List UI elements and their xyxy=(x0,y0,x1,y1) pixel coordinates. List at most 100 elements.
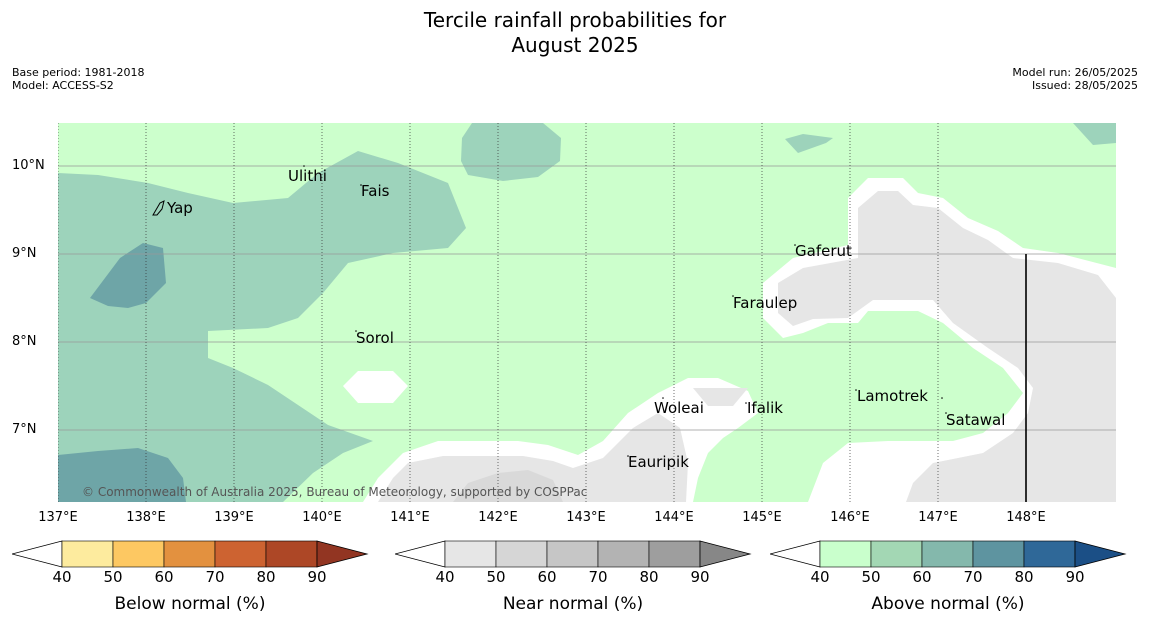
map-canvas[interactable] xyxy=(58,123,1116,502)
colorbar-above-arrow-low xyxy=(770,540,821,568)
colorbar-near-segment xyxy=(444,540,497,568)
colorbar-below-segment xyxy=(163,540,216,568)
title-line-2: August 2025 xyxy=(511,33,639,57)
meta-left: Base period: 1981-2018 Model: ACCESS-S2 xyxy=(12,66,144,92)
colorbar-below-tick: 50 xyxy=(103,568,123,586)
region-white-sorol xyxy=(343,371,408,403)
lon-label-141e: 141°E xyxy=(390,510,430,525)
colorbar-below-tick: 60 xyxy=(154,568,174,586)
colorbar-near-tick: 50 xyxy=(486,568,506,586)
island-markers xyxy=(152,165,947,457)
lat-label-10n: 10°N xyxy=(12,158,45,173)
colorbar-above-segment xyxy=(921,540,974,568)
yap-island-shape xyxy=(152,200,165,216)
copyright-notice: © Commonwealth of Australia 2025, Bureau… xyxy=(82,485,588,499)
colorbar-below-segment xyxy=(112,540,165,568)
map-panel[interactable]: Yap Ulithi Fais Sorol Gaferut Faraulep W… xyxy=(58,123,1116,502)
lon-label-144e: 144°E xyxy=(654,510,694,525)
place-lamotrek: Lamotrek xyxy=(857,387,928,405)
colorbar-near-swatches xyxy=(395,540,752,568)
region-above-60-70-ne2 xyxy=(1073,123,1116,145)
colorbar-above-tick: 40 xyxy=(810,568,830,586)
place-woleai: Woleai xyxy=(654,399,704,417)
lon-label-138e: 138°E xyxy=(126,510,166,525)
colorbar-below-tick: 90 xyxy=(307,568,327,586)
colorbar-above-segment xyxy=(870,540,923,568)
colorbar-above-segment xyxy=(972,540,1025,568)
colorbar-below xyxy=(12,540,369,568)
colorbar-above-segment xyxy=(1023,540,1076,568)
lon-label-137e: 137°E xyxy=(38,510,78,525)
region-near-40-50-east xyxy=(778,191,1116,502)
colorbar-near-tick: 70 xyxy=(588,568,608,586)
lat-label-9n: 9°N xyxy=(12,246,37,261)
colorbar-near-segment xyxy=(495,540,548,568)
lat-label-7n: 7°N xyxy=(12,422,37,437)
colorbar-below-label: Below normal (%) xyxy=(114,594,266,614)
colorbar-above xyxy=(770,540,1127,568)
colorbar-near-tick: 60 xyxy=(537,568,557,586)
region-above-70-80-yap xyxy=(90,243,166,308)
model-run: Model run: 26/05/2025 xyxy=(1012,66,1138,79)
meta-right: Model run: 26/05/2025 Issued: 28/05/2025 xyxy=(1012,66,1138,92)
base-period: Base period: 1981-2018 xyxy=(12,66,145,79)
lon-label-142e: 142°E xyxy=(478,510,518,525)
title-line-1: Tercile rainfall probabilities for xyxy=(423,8,727,32)
issued-date: Issued: 28/05/2025 xyxy=(1031,79,1138,92)
colorbar-below-tick: 70 xyxy=(205,568,225,586)
place-gaferut: Gaferut xyxy=(795,242,852,260)
colorbar-above-swatches xyxy=(770,540,1127,568)
colorbar-near-arrow-low xyxy=(395,540,446,568)
lon-label-145e: 145°E xyxy=(742,510,782,525)
place-eauripik: Eauripik xyxy=(628,453,689,471)
colorbar-below-swatches xyxy=(12,540,369,568)
colorbar-near xyxy=(395,540,752,568)
colorbar-near-tick: 40 xyxy=(435,568,455,586)
colorbar-above-arrow-high xyxy=(1074,540,1127,568)
place-yap: Yap xyxy=(167,199,193,217)
place-ulithi: Ulithi xyxy=(288,167,327,185)
colorbar-above-tick: 60 xyxy=(912,568,932,586)
colorbar-near-tick: 90 xyxy=(690,568,710,586)
colorbar-above-tick: 90 xyxy=(1065,568,1085,586)
colorbar-below-tick: 80 xyxy=(256,568,276,586)
colorbar-above-tick: 80 xyxy=(1014,568,1034,586)
region-above-60-70-west xyxy=(58,151,466,502)
lon-label-148e: 148°E xyxy=(1006,510,1046,525)
place-fais: Fais xyxy=(361,182,390,200)
colorbar-near-segment xyxy=(648,540,701,568)
lon-gridlines xyxy=(58,123,939,502)
region-near-40-50-ifalik xyxy=(693,388,748,406)
colorbar-near-tick: 80 xyxy=(639,568,659,586)
region-above-60-70-north xyxy=(461,123,561,181)
place-faraulep: Faraulep xyxy=(733,294,798,312)
colorbar-above-label: Above normal (%) xyxy=(871,594,1025,614)
map-title: Tercile rainfall probabilities for Augus… xyxy=(0,8,1150,58)
place-sorol: Sorol xyxy=(356,329,394,347)
lon-label-147e: 147°E xyxy=(918,510,958,525)
colorbar-above-tick: 50 xyxy=(861,568,881,586)
region-above-60-70-ne1 xyxy=(785,134,833,153)
lat-label-8n: 8°N xyxy=(12,334,37,349)
place-ifalik: Ifalik xyxy=(747,399,783,417)
colorbar-below-arrow-low xyxy=(12,540,63,568)
colorbar-below-segment xyxy=(265,540,318,568)
lon-label-143e: 143°E xyxy=(566,510,606,525)
colorbar-near-segment xyxy=(546,540,599,568)
colorbar-above-segment xyxy=(819,540,872,568)
lon-label-140e: 140°E xyxy=(302,510,342,525)
colorbar-below-arrow-high xyxy=(316,540,369,568)
colorbar-above-tick: 70 xyxy=(963,568,983,586)
place-satawal: Satawal xyxy=(946,411,1006,429)
colorbar-near-segment xyxy=(597,540,650,568)
colorbar-below-segment xyxy=(214,540,267,568)
colorbar-below-tick: 40 xyxy=(52,568,72,586)
region-above-70-80-south xyxy=(58,448,186,502)
lon-label-146e: 146°E xyxy=(830,510,870,525)
model-name: Model: ACCESS-S2 xyxy=(12,79,114,92)
region-near-40-50-south xyxy=(378,413,688,502)
colorbar-below-segment xyxy=(61,540,114,568)
region-near-50-60-south xyxy=(453,470,563,502)
lon-label-139e: 139°E xyxy=(214,510,254,525)
colorbar-near-label: Near normal (%) xyxy=(502,594,644,614)
